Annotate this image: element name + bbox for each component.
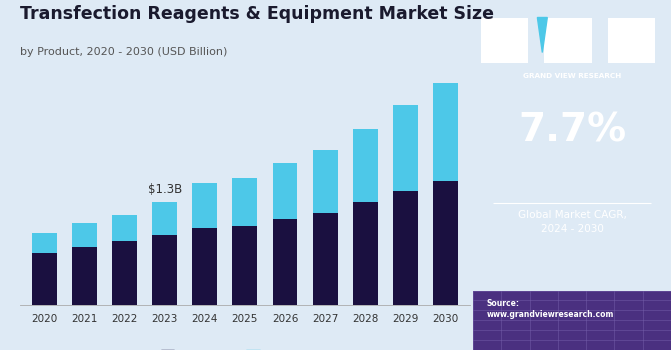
Bar xyxy=(193,183,217,228)
Bar xyxy=(353,202,378,304)
Bar xyxy=(152,202,177,234)
Bar xyxy=(272,163,297,219)
Text: by Product, 2020 - 2030 (USD Billion): by Product, 2020 - 2030 (USD Billion) xyxy=(20,47,227,57)
Bar xyxy=(393,191,418,304)
Bar xyxy=(32,233,56,253)
Bar xyxy=(353,129,378,202)
Bar xyxy=(72,223,97,247)
Text: Transfection Reagents & Equipment Market Size: Transfection Reagents & Equipment Market… xyxy=(20,5,494,23)
Text: 7.7%: 7.7% xyxy=(518,112,626,150)
Bar xyxy=(232,177,258,226)
Bar xyxy=(193,228,217,304)
Bar xyxy=(32,253,56,304)
Bar xyxy=(112,241,137,304)
Bar xyxy=(313,150,338,213)
Text: Global Market CAGR,
2024 - 2030: Global Market CAGR, 2024 - 2030 xyxy=(517,210,627,234)
Text: GRAND VIEW RESEARCH: GRAND VIEW RESEARCH xyxy=(523,74,621,79)
Bar xyxy=(433,181,458,304)
Text: Source:
www.grandviewresearch.com: Source: www.grandviewresearch.com xyxy=(487,299,614,318)
Bar xyxy=(393,105,418,191)
Bar xyxy=(152,234,177,304)
Bar xyxy=(433,83,458,181)
Bar xyxy=(72,247,97,304)
Bar xyxy=(313,213,338,304)
Bar xyxy=(544,18,592,63)
Bar xyxy=(473,290,671,350)
Polygon shape xyxy=(537,18,548,52)
Bar xyxy=(232,226,258,304)
Text: $1.3B: $1.3B xyxy=(148,183,182,196)
Bar xyxy=(112,215,137,241)
Bar xyxy=(608,18,655,63)
Bar xyxy=(272,219,297,304)
Bar xyxy=(481,18,529,63)
